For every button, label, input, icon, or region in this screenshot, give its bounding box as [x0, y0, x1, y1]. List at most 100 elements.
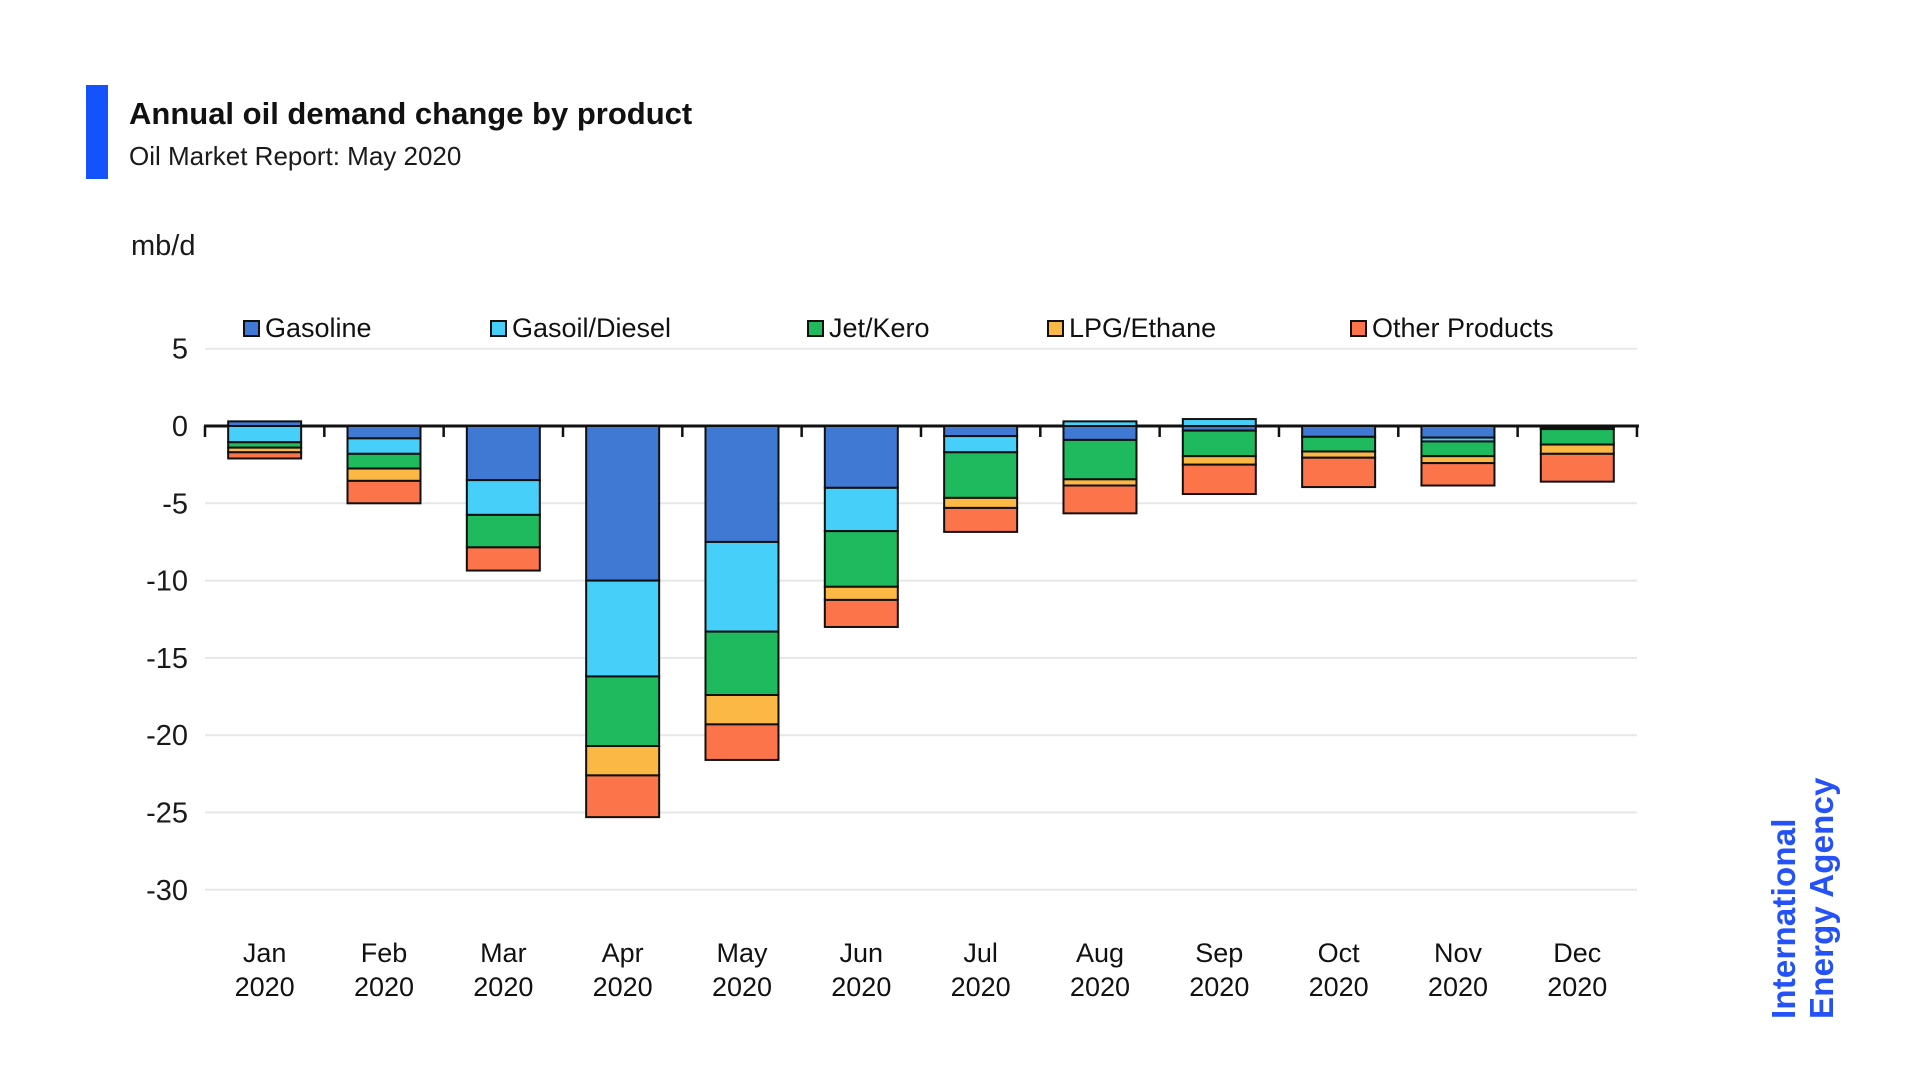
bar-segment: [943, 496, 1019, 509]
bar-segment: [346, 452, 422, 470]
legend-label: Gasoil/Diesel: [512, 312, 672, 343]
bar-segment: [465, 479, 541, 516]
x-axis-year-label: 2020: [1309, 972, 1369, 1002]
x-axis-month-label: May: [716, 938, 768, 968]
x-axis-year-label: 2020: [354, 972, 414, 1002]
legend-label: Other Products: [1372, 312, 1554, 343]
legend-swatch-icon: [243, 319, 260, 337]
x-axis-year-label: 2020: [235, 972, 295, 1002]
bar-segment: [823, 425, 899, 489]
bar-segment: [943, 425, 1019, 438]
x-axis-year-label: 2020: [1189, 972, 1249, 1002]
legend-item: Jet/Kero: [807, 311, 930, 345]
x-axis-month-label: Mar: [480, 938, 527, 968]
bar-segment: [704, 630, 780, 697]
x-axis-month-label: Aug: [1076, 938, 1124, 968]
bar-segment: [704, 723, 780, 761]
iea-logo-line2: Energy Agency: [1803, 777, 1840, 1019]
bar-segment: [943, 435, 1019, 454]
bar-segment: [1301, 435, 1377, 453]
y-axis-tick-label: -5: [162, 488, 188, 520]
y-axis-tick-label: 0: [172, 411, 188, 443]
bar-segment: [704, 425, 780, 543]
iea-logo-text: International Energy Agency: [1765, 729, 1849, 1019]
bar-segment: [585, 675, 661, 748]
bar-segment: [346, 467, 422, 482]
bar-segment: [1539, 443, 1615, 455]
bar-segment: [823, 530, 899, 588]
x-axis-month-label: Jan: [243, 938, 287, 968]
x-axis-year-label: 2020: [831, 972, 891, 1002]
legend-item: Other Products: [1350, 311, 1554, 345]
bar-segment: [1062, 484, 1138, 515]
legend-item: Gasoil/Diesel: [490, 311, 671, 345]
x-axis-month-label: Feb: [361, 938, 408, 968]
y-axis-tick-label: -25: [146, 798, 188, 830]
x-axis-year-label: 2020: [712, 972, 772, 1002]
bar-segment: [1181, 455, 1257, 466]
bar-segment: [1420, 455, 1496, 465]
legend-label: Gasoline: [265, 312, 372, 343]
y-axis-tick-label: -10: [146, 566, 188, 598]
bar-segment: [1181, 463, 1257, 496]
y-axis-tick-label: 5: [172, 334, 188, 366]
bar-segment: [465, 546, 541, 572]
chart-title: Annual oil demand change by product: [129, 96, 693, 131]
x-axis-month-label: Dec: [1553, 938, 1601, 968]
chart-subtitle: Oil Market Report: May 2020: [129, 141, 462, 171]
x-axis-month-label: Nov: [1434, 938, 1483, 968]
legend-label: LPG/Ethane: [1069, 312, 1217, 343]
bar-segment: [227, 425, 303, 444]
y-axis-tick-label: -15: [146, 643, 188, 675]
bar-segment: [704, 694, 780, 726]
x-axis-year-label: 2020: [1428, 972, 1488, 1002]
legend-item: LPG/Ethane: [1047, 311, 1216, 345]
bar-segment: [1062, 438, 1138, 481]
bar-segment: [585, 745, 661, 777]
y-axis-tick-label: -30: [146, 875, 188, 907]
legend-swatch-icon: [490, 319, 507, 337]
title-accent-bar: [86, 85, 108, 179]
x-axis-year-label: 2020: [473, 972, 533, 1002]
bar-segment: [943, 506, 1019, 533]
bar-segment: [465, 425, 541, 482]
bar-segment: [1420, 462, 1496, 487]
x-axis-year-label: 2020: [1070, 972, 1130, 1002]
bar-segment: [1301, 425, 1377, 438]
y-axis-tick-label: -20: [146, 720, 188, 752]
y-axis-unit-label: mb/d: [131, 230, 196, 262]
bar-segment: [1420, 425, 1496, 439]
bar-segment: [346, 437, 422, 455]
bar-segment: [585, 774, 661, 819]
bar-segment: [1539, 452, 1615, 483]
legend-item: Gasoline: [243, 311, 372, 345]
x-axis-month-label: Jul: [963, 938, 998, 968]
bar-segment: [346, 479, 422, 505]
bar-segment: [585, 579, 661, 678]
legend-swatch-icon: [807, 319, 824, 337]
bar-segment: [585, 425, 661, 582]
bar-segment: [346, 425, 422, 440]
bar-segment: [1062, 425, 1138, 441]
bar-segment: [704, 540, 780, 633]
legend-label: Jet/Kero: [829, 312, 930, 343]
bar-segment: [1420, 440, 1496, 458]
x-axis-month-label: Oct: [1318, 938, 1361, 968]
x-axis-month-label: Jun: [840, 938, 884, 968]
bar-segment: [823, 585, 899, 601]
x-axis-year-label: 2020: [1547, 972, 1607, 1002]
bar-segment: [227, 451, 303, 460]
bar-segment: [465, 513, 541, 549]
bar-segment: [1181, 429, 1257, 458]
iea-logo-line1: International: [1765, 818, 1802, 1019]
bar-segment: [1539, 428, 1615, 446]
bar-segment: [1301, 456, 1377, 489]
bar-segment: [1062, 420, 1138, 427]
x-axis-month-label: Sep: [1195, 938, 1243, 968]
bar-segment: [823, 598, 899, 628]
legend-swatch-icon: [1350, 319, 1367, 337]
bar-segment: [943, 451, 1019, 499]
bar-segment: [1181, 418, 1257, 427]
x-axis-month-label: Apr: [602, 938, 644, 968]
